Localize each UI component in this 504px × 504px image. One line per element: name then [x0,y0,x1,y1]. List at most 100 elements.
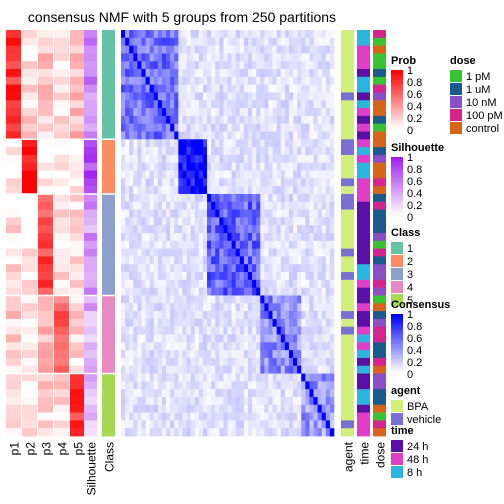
consensus-cell [236,30,240,38]
consensus-legend-tick: 0.8 [407,321,422,333]
time-cell [357,295,370,303]
agent-cell [341,327,354,335]
consensus-cell [256,264,260,272]
prob-cell [70,358,85,366]
consensus-cell [125,389,129,397]
consensus-cell [125,405,129,413]
consensus-cell [244,116,248,124]
consensus-cell [268,311,272,319]
consensus-cell [301,147,305,155]
agent-cell [341,335,354,343]
consensus-cell [154,303,158,311]
consensus-cell [162,132,166,140]
consensus-cell [228,335,232,343]
consensus-cell [150,30,154,38]
prob-cell [22,171,37,179]
consensus-cell [293,194,297,202]
consensus-cell [215,202,219,210]
consensus-cell [174,327,178,335]
consensus-cell [318,256,322,264]
consensus-cell [289,319,293,327]
consensus-cell [125,381,129,389]
consensus-cell [199,186,203,194]
consensus-cell [178,241,182,249]
consensus-cell [314,30,318,38]
consensus-cell [330,38,334,46]
consensus-cell [260,69,264,77]
consensus-cell [305,53,309,61]
consensus-cell [162,264,166,272]
consensus-cell [293,249,297,257]
consensus-cell [195,295,199,303]
consensus-cell [305,178,309,186]
silhouette-cell [84,139,97,147]
consensus-cell [215,194,219,202]
consensus-cell [203,147,207,155]
consensus-cell [137,225,141,233]
consensus-cell [309,420,313,428]
consensus-cell [277,233,281,241]
consensus-cell [256,272,260,280]
prob-cell [22,147,37,155]
consensus-cell [199,256,203,264]
consensus-cell [281,46,285,54]
consensus-cell [293,366,297,374]
consensus-cell [199,358,203,366]
consensus-cell [191,413,195,421]
consensus-cell [121,92,125,100]
consensus-cell [203,280,207,288]
time-cell [357,241,370,249]
consensus-cell [166,155,170,163]
consensus-cell [133,241,137,249]
consensus-cell [277,194,281,202]
consensus-cell [187,311,191,319]
consensus-cell [129,210,133,218]
consensus-cell [236,420,240,428]
consensus-cell [318,178,322,186]
consensus-cell [195,280,199,288]
consensus-cell [223,202,227,210]
consensus-cell [322,311,326,319]
consensus-cell [305,288,309,296]
consensus-cell [256,186,260,194]
consensus-cell [314,288,318,296]
consensus-cell [314,280,318,288]
consensus-cell [203,303,207,311]
consensus-cell [170,178,174,186]
class-legend-swatch [391,268,403,280]
column-label: p3 [40,442,54,456]
consensus-cell [268,132,272,140]
consensus-cell [330,295,334,303]
consensus-cell [207,303,211,311]
consensus-cell [285,280,289,288]
prob-cell [6,30,21,38]
consensus-cell [314,202,318,210]
prob-cell [6,241,21,249]
consensus-cell [228,163,232,171]
consensus-cell [330,241,334,249]
consensus-cell [125,319,129,327]
consensus-cell [125,92,129,100]
consensus-cell [170,389,174,397]
consensus-cell [309,132,313,140]
consensus-cell [219,241,223,249]
time-cell [357,77,370,85]
consensus-cell [264,46,268,54]
prob-cell [22,374,37,382]
consensus-cell [174,381,178,389]
consensus-cell [133,124,137,132]
consensus-cell [232,147,236,155]
consensus-cell [199,413,203,421]
consensus-cell [178,428,182,436]
consensus-cell [203,288,207,296]
consensus-cell [154,77,158,85]
consensus-cell [178,381,182,389]
consensus-cell [150,124,154,132]
consensus-cell [178,327,182,335]
consensus-cell [330,428,334,436]
consensus-cell [273,389,277,397]
consensus-cell [158,53,162,61]
consensus-cell [211,53,215,61]
consensus-cell [314,241,318,249]
consensus-cell [260,319,264,327]
